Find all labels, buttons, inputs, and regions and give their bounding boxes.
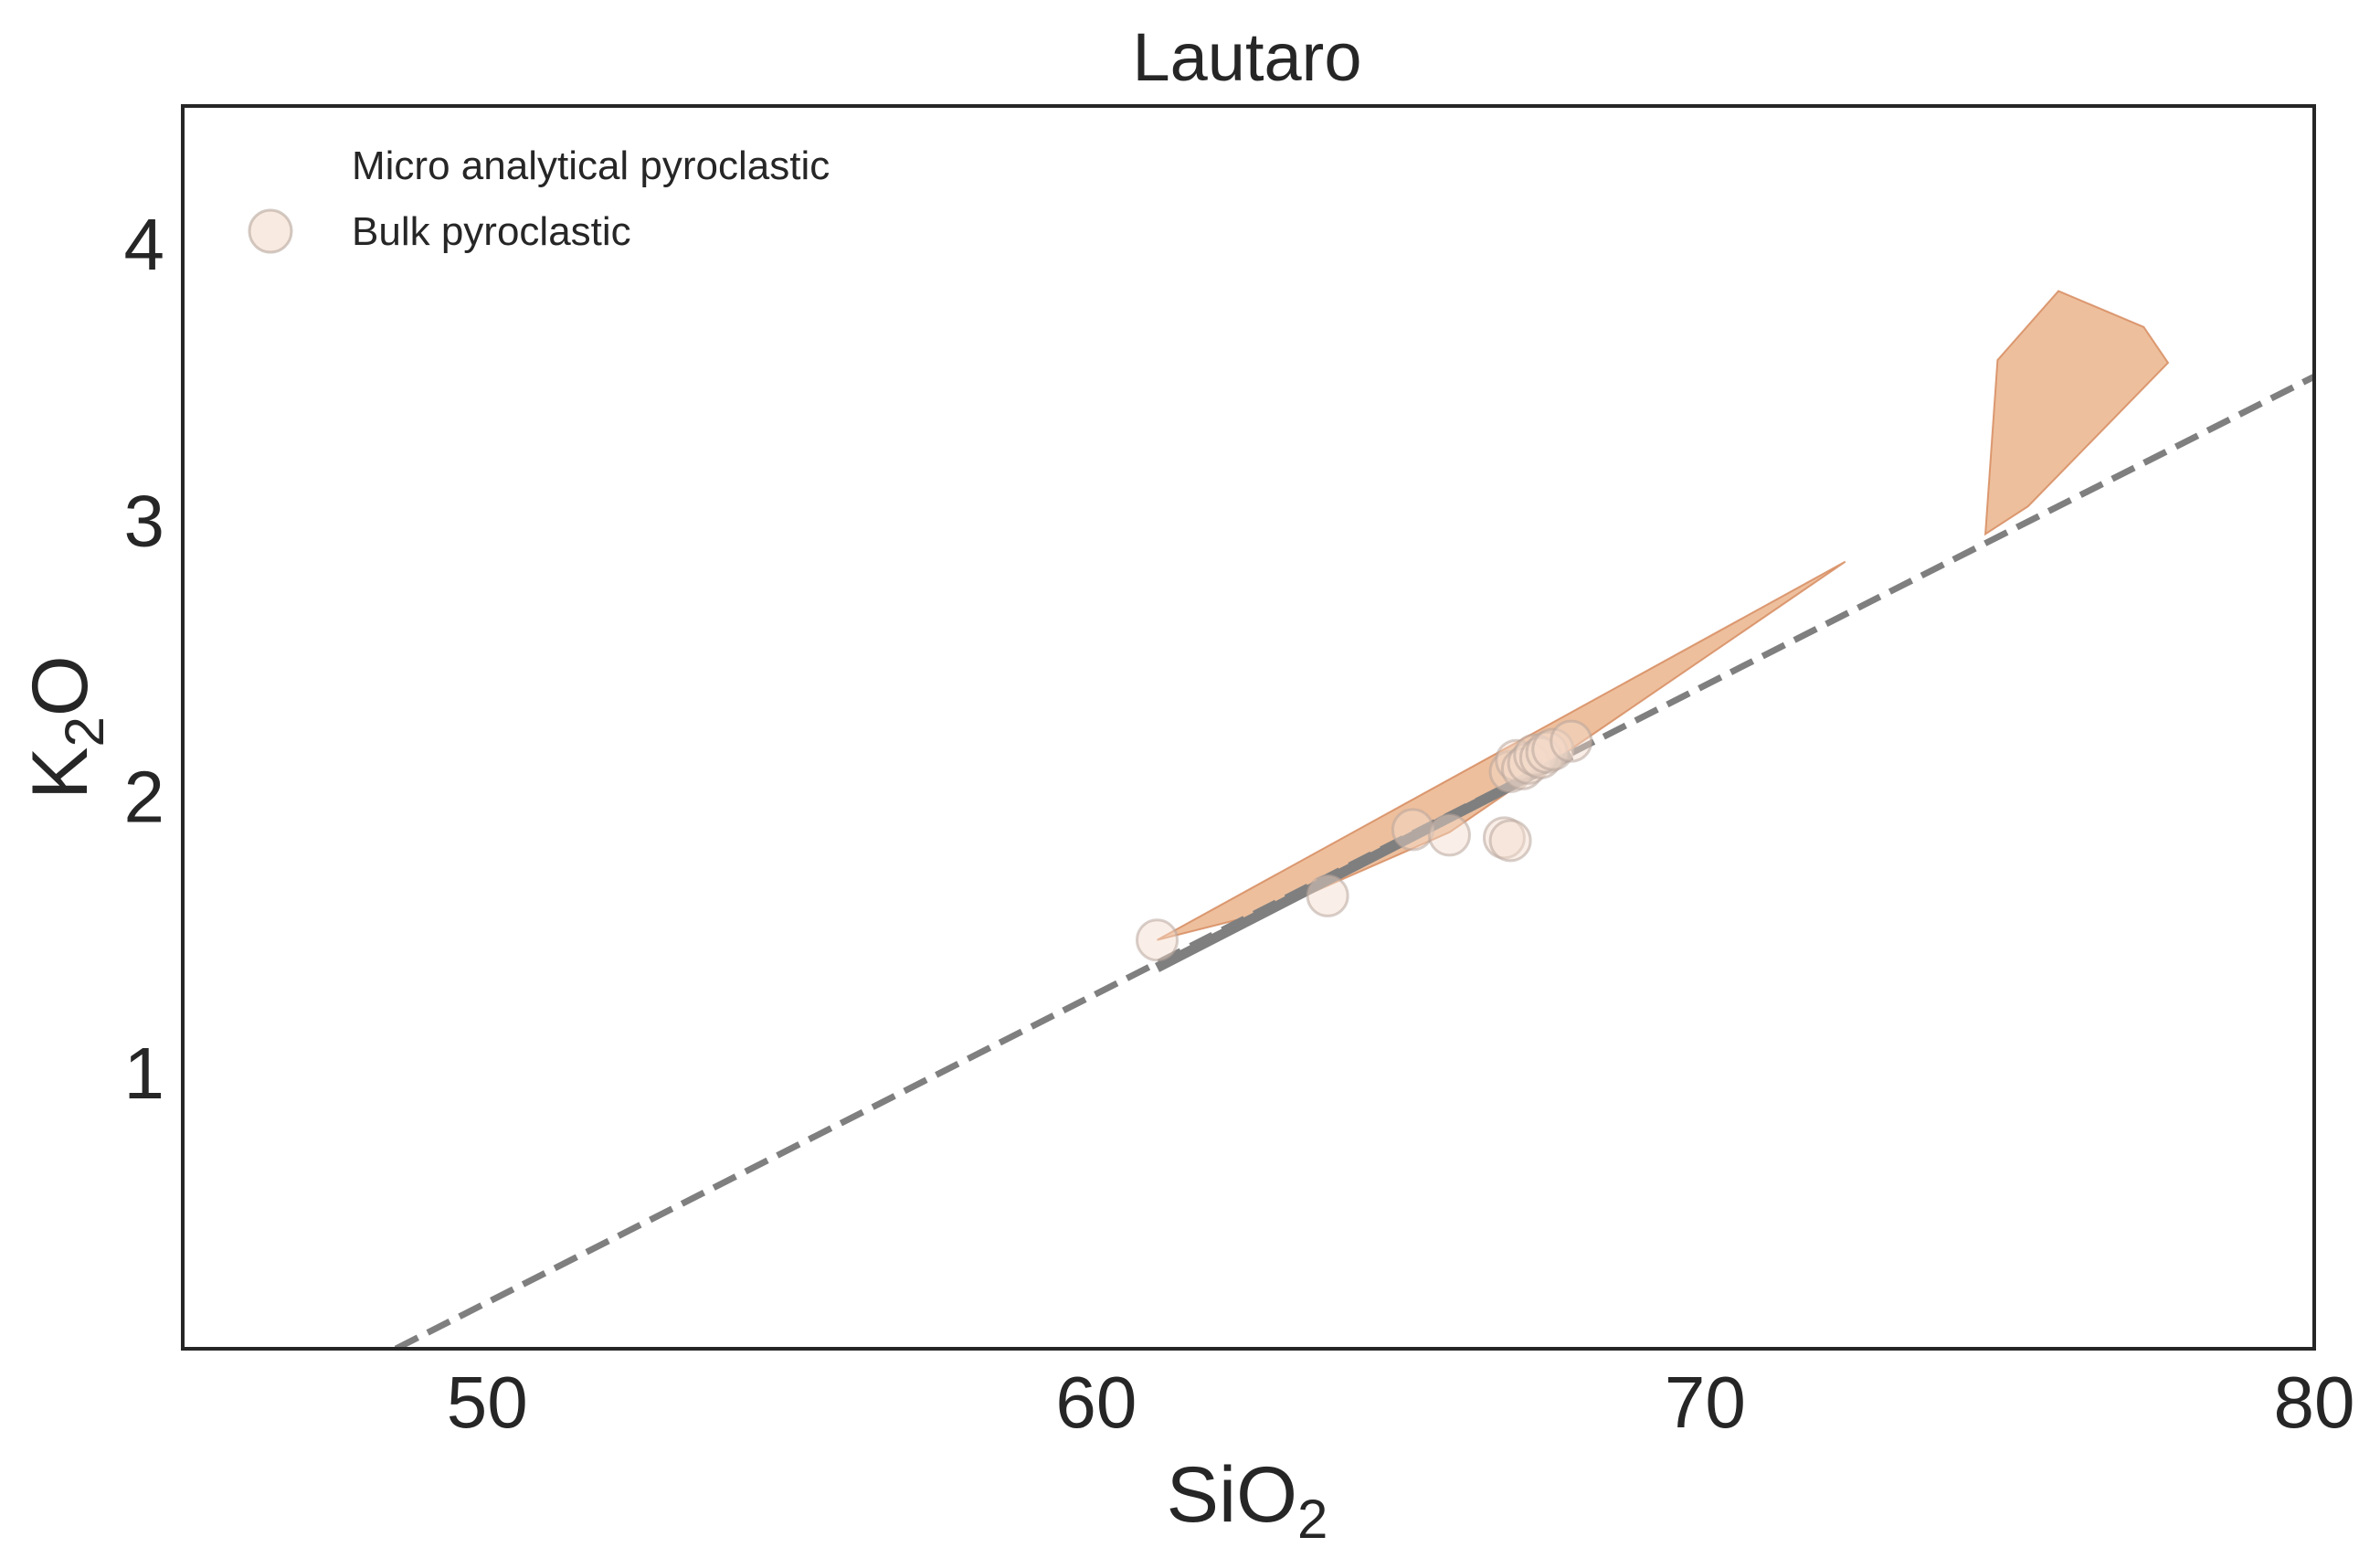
tick-labels: 50 60 70 80 1 2 3 4 [124,204,2355,1443]
micro-analytical-polygon-2 [1983,290,2170,536]
x-tick-label: 80 [2274,1362,2355,1443]
y-tick-label: 1 [124,1033,165,1114]
y-tick-label: 4 [124,204,165,285]
x-tick-label: 60 [1055,1362,1137,1443]
y-tick-label: 2 [124,757,165,838]
plot-marks [394,290,2314,1349]
legend: Micro analytical pyroclastic Bulk pyrocl… [248,143,830,254]
bulk-pyroclastic-point [1550,719,1593,763]
y-tick-label: 3 [124,480,165,561]
bulk-pyroclastic-point [1136,918,1179,962]
bulk-pyroclastic-point [1391,808,1434,852]
legend-label-micro: Micro analytical pyroclastic [352,143,830,188]
trend-line-dashed [394,374,2314,1349]
plot-area [394,290,2314,1349]
x-tick-label: 50 [447,1362,528,1443]
y-axis-label: K2O [16,655,115,800]
bulk-pyroclastic-point [1427,813,1471,857]
legend-marker-bulk [248,208,293,254]
bulk-pyroclastic-point [1488,819,1532,863]
plot-frame [181,104,2316,1351]
x-axis-label: SiO2 [1167,1451,1328,1550]
chart-title: Lautaro [1133,19,1362,95]
x-tick-label: 70 [1665,1362,1746,1443]
bulk-pyroclastic-point [1306,874,1349,917]
legend-label-bulk: Bulk pyroclastic [352,209,631,254]
micro-analytical-polygon-1 [1157,560,1846,941]
